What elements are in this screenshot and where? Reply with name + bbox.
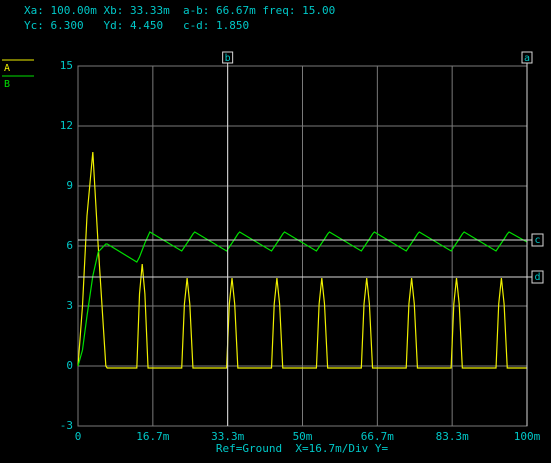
trace [77, 231, 528, 367]
x-tick-label: 66.7m [361, 430, 394, 443]
cursor-label: b [225, 53, 231, 64]
x-tick-label: 16.7m [136, 430, 169, 443]
y-tick-label: -3 [60, 419, 73, 432]
cursor-label: d [534, 272, 540, 283]
y-tick-label: 12 [60, 119, 73, 132]
y-tick-label: 3 [66, 299, 73, 312]
x-tick-label: 50m [293, 430, 313, 443]
x-tick-label: 0 [75, 430, 82, 443]
y-tick-label: 9 [66, 179, 73, 192]
legend-label: A [4, 63, 10, 74]
trace [77, 151, 527, 369]
y-tick-label: 6 [66, 239, 73, 252]
readout-line: Xa: 100.00m Xb: 33.33m a-b: 66.67m freq:… [24, 4, 335, 17]
readout-line: Yc: 6.300 Yd: 4.450 c-d: 1.850 [24, 19, 249, 32]
x-tick-label: 83.3m [436, 430, 469, 443]
cursor-marker [521, 51, 533, 64]
cursor-marker [222, 51, 234, 64]
y-tick-label: 15 [60, 59, 73, 72]
cursor-label: a [524, 53, 530, 64]
x-axis-label: Ref=Ground X=16.7m/Div Y= [216, 442, 389, 455]
y-tick-label: 0 [66, 359, 73, 372]
cursor-marker [531, 270, 544, 284]
x-tick-label: 33.3m [211, 430, 244, 443]
x-tick-label: 100m [514, 430, 541, 443]
cursor-label: c [534, 235, 540, 246]
cursor-marker [531, 233, 544, 247]
legend-label: B [4, 79, 10, 90]
